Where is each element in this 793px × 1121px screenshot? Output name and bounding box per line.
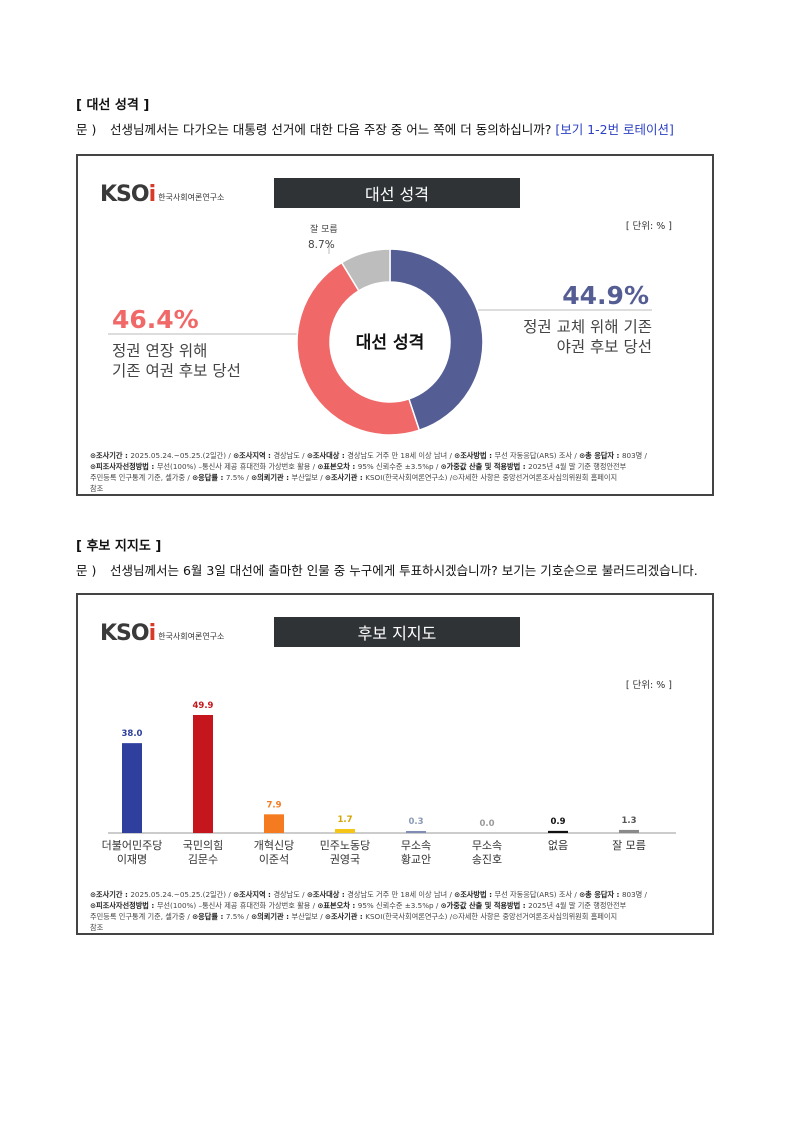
panel-election-nature: KSOi 한국사회여론연구소 대선 성격 [ 단위: % ] 대선 성격 46.… [76,154,714,496]
bar-category-label-2: 개혁신당 [254,839,294,852]
bar-2 [264,814,284,833]
question-label: 문 ) [76,122,97,137]
bar-value-label-2: 7.9 [266,800,281,810]
bar-value-label-0: 38.0 [122,729,143,739]
panel-title: 후보 지지도 [274,617,520,647]
donut-slice-0 [389,248,484,432]
bar-value-label-7: 1.3 [621,816,636,826]
bar-category-label-1: 국민의힘 [183,839,223,852]
question-candidate-support: 문 ) 선생님께서는 6월 3일 대선에 출마한 인물 중 누구에게 투표하시겠… [76,560,698,579]
logo-mark: KSOi [100,182,156,207]
bar-candidate-label-2: 이준석 [259,853,289,866]
ksoi-logo: KSOi 한국사회여론연구소 [100,621,224,646]
bar-3 [335,828,355,833]
bar-4 [406,831,426,833]
donut-slice-1 [296,261,421,436]
unit-label: [ 단위: % ] [625,221,672,232]
ksoi-logo: KSOi 한국사회여론연구소 [100,182,224,207]
left-desc-line2: 기존 여권 후보 당선 [112,362,241,380]
logo-mark: KSOi [100,621,156,646]
section-title-election-nature: [ 대선 성격 ] [76,98,150,113]
bar-value-label-1: 49.9 [193,701,214,711]
bar-1 [193,715,213,833]
donut-chart: 대선 성격 46.4% 정권 연장 위해 기존 여권 후보 당선 44.9% 정… [108,223,652,436]
question-text: 선생님께서는 6월 3일 대선에 출마한 인물 중 누구에게 투표하시겠습니까?… [109,563,698,578]
bar-7 [619,829,639,833]
bar-candidate-label-4: 황교안 [401,853,431,866]
survey-footnote: ⊙조사기간 : 2025.05.24.~05.25.(2일간) / ⊙조사지역 … [90,451,647,493]
bar-category-label-6: 없음 [548,839,568,852]
bar-category-label-0: 더불어민주당 [102,839,163,852]
question-text: 선생님께서는 다가오는 대통령 선거에 대한 다음 주장 중 어느 쪽에 더 동… [109,122,556,137]
bar-0 [122,743,142,833]
section-title-candidate-support: [ 후보 지지도 ] [76,539,162,554]
top-value-dontknow: 8.7% [308,239,335,251]
left-desc-line1: 정권 연장 위해 [112,342,207,360]
bar-candidate-label-1: 김문수 [188,853,218,866]
panel-candidate-support: KSOi 한국사회여론연구소 후보 지지도 [ 단위: % ] 38.0 더불어민… [76,593,714,935]
right-desc-line2: 야권 후보 당선 [557,338,652,356]
right-value-label: 44.9% [562,281,649,310]
bar-category-label-3: 민주노동당 [320,839,371,852]
bar-value-label-6: 0.9 [550,817,565,827]
bar-candidate-label-3: 권영국 [330,853,360,866]
bar-category-label-4: 무소속 [401,839,431,852]
question-label: 문 ) [76,563,97,578]
bar-value-label-5: 0.0 [479,819,494,829]
donut-center-label: 대선 성격 [356,333,424,353]
question-election-nature: 문 ) 선생님께서는 다가오는 대통령 선거에 대한 다음 주장 중 어느 쪽에… [76,119,674,138]
bar-category-label-5: 무소속 [472,839,502,852]
donut-slice-2 [340,248,391,292]
bar-6 [548,830,568,833]
left-value-label: 46.4% [112,305,199,334]
bar-category-label-7: 잘 모름 [612,839,646,852]
bar-value-label-4: 0.3 [408,817,423,827]
bar-candidate-label-5: 송진호 [472,853,502,866]
question-note: [보기 1-2번 로테이션] [555,122,674,137]
logo-subtitle: 한국사회여론연구소 [158,193,225,202]
survey-footnote: ⊙조사기간 : 2025.05.24.~05.25.(2일간) / ⊙조사지역 … [90,890,647,932]
bar-value-label-3: 1.7 [337,815,352,825]
unit-label: [ 단위: % ] [625,680,672,691]
logo-subtitle: 한국사회여론연구소 [158,632,225,641]
bar-candidate-label-0: 이재명 [117,853,147,866]
right-desc-line1: 정권 교체 위해 기존 [523,318,652,336]
top-label-dontknow: 잘 모름 [310,223,338,235]
panel-title: 대선 성격 [274,178,520,208]
